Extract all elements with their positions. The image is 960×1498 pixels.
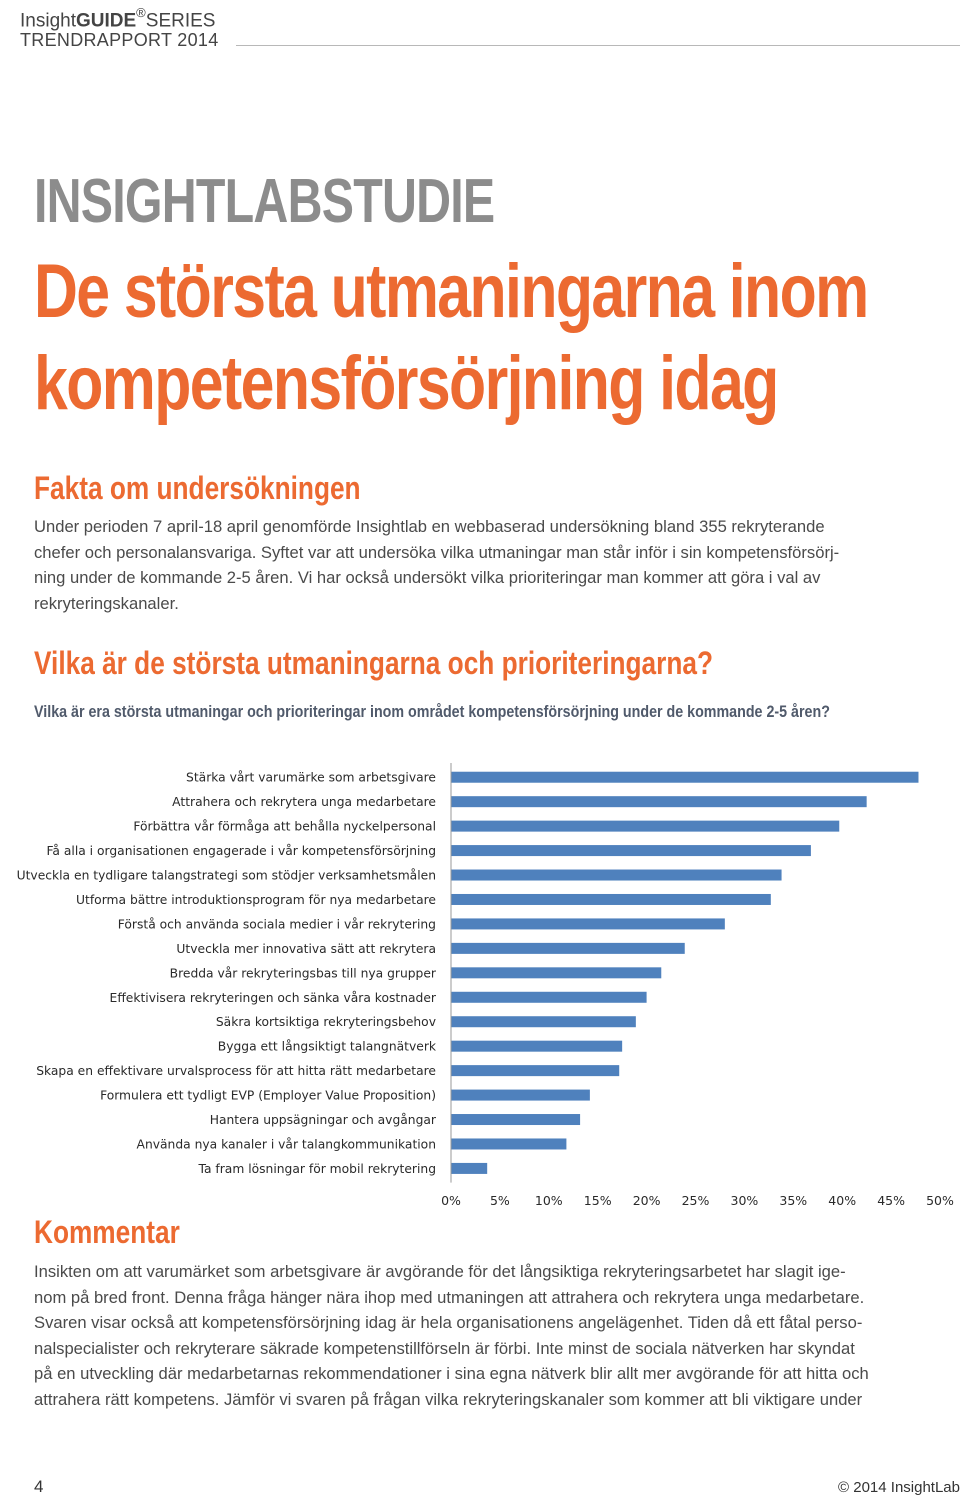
comment-line: Insikten om att varumärket som arbetsgiv… — [34, 1262, 846, 1281]
category-label: Använda nya kanaler i vår talangkommunik… — [137, 1137, 436, 1151]
category-label: Bygga ett långsiktigt talangnätverk — [218, 1040, 437, 1054]
brand-logo: InsightGUIDE®SERIES — [20, 4, 215, 32]
x-tick-label: 50% — [926, 1193, 954, 1208]
bar — [451, 1114, 581, 1126]
bar — [451, 869, 782, 881]
bar — [451, 918, 725, 930]
category-label: Stärka vårt varumärke som arbetsgivare — [186, 771, 436, 785]
facts-heading: Fakta om undersökningen — [34, 470, 361, 506]
report-subtitle: TRENDRAPPORT 2014 — [20, 30, 219, 50]
facts-line: Under perioden 7 april-18 april genomför… — [34, 517, 825, 536]
brand-series: SERIES — [145, 10, 216, 32]
category-label: Säkra kortsiktiga rekryteringsbehov — [216, 1015, 436, 1029]
x-tick-label: 0% — [441, 1193, 461, 1208]
comment-heading: Kommentar — [34, 1214, 180, 1250]
bar — [451, 991, 647, 1003]
x-tick-label: 5% — [490, 1193, 510, 1208]
category-labels-group: Stärka vårt varumärke som arbetsgivare At… — [17, 771, 437, 1176]
page-number: 4 — [34, 1477, 44, 1496]
comment-line: nom på bred front. Denna fråga hänger nä… — [34, 1287, 865, 1307]
survey-question: Vilka är era största utmaningar och prio… — [34, 702, 830, 721]
x-tick-label: 35% — [779, 1193, 807, 1208]
bar — [451, 1089, 590, 1101]
bar — [451, 893, 771, 905]
bar — [451, 967, 662, 979]
bar — [451, 820, 840, 832]
bars-group — [450, 763, 919, 1183]
category-label: Förbättra vår förmåga att behålla nyckel… — [133, 820, 436, 834]
x-tick-label: 20% — [633, 1193, 661, 1208]
bar — [451, 771, 919, 783]
facts-line: ning under de kommande 2-5 åren. Vi har … — [34, 568, 821, 588]
x-tick-label: 25% — [682, 1193, 710, 1208]
bar — [451, 942, 685, 954]
section-heading: Vilka är de största utmaningarna och pri… — [34, 645, 714, 681]
brand-registered-mark: ® — [136, 5, 146, 20]
challenges-bar-chart: Stärka vårt varumärke som arbetsgivare At… — [17, 763, 954, 1208]
x-tick-label: 45% — [877, 1193, 905, 1208]
bar — [451, 1065, 620, 1077]
category-label: Formulera ett tydligt EVP (Employer Valu… — [100, 1089, 436, 1103]
category-label: Utveckla mer innovativa sätt att rekryte… — [176, 942, 436, 956]
brand-insight: Insight — [20, 10, 76, 32]
copyright: © 2014 InsightLab — [838, 1479, 960, 1496]
bar — [451, 845, 811, 857]
facts-line: chefer och personalansvariga. Syftet var… — [34, 542, 840, 562]
comment-line: Svaren visar också att kompetensförsörjn… — [34, 1313, 863, 1333]
comment-paragraph: Insikten om att varumärket som arbetsgiv… — [34, 1259, 934, 1413]
category-label: Få alla i organisationen engagerade i vå… — [46, 844, 436, 858]
category-label: Ta fram lösningar för mobil rekrytering — [197, 1162, 436, 1176]
category-label: Utveckla en tydligare talangstrategi som… — [17, 869, 436, 883]
category-label: Hantera uppsägningar och avgångar — [210, 1113, 437, 1127]
brand-guide: GUIDE — [75, 10, 137, 32]
bar — [451, 796, 867, 808]
category-label: Skapa en effektivare urvalsprocess för a… — [36, 1064, 436, 1078]
category-label: Förstå och använda sociala medier i vår … — [118, 917, 436, 931]
comment-line: attrahera rätt kompetens. Jämför vi svar… — [34, 1389, 863, 1409]
x-tick-label: 30% — [731, 1193, 759, 1208]
page-title: De största utmaningarna inom kompetensfö… — [34, 246, 869, 430]
tick-labels-group: 0% 5% 10% 15% 20% 25% 30% 35% 40% 45% 50% — [441, 1193, 954, 1208]
bar — [451, 1162, 488, 1174]
facts-line: rekryteringskanaler. — [34, 593, 179, 613]
bar — [451, 1016, 636, 1028]
x-tick-label: 15% — [584, 1193, 612, 1208]
comment-line: på en utveckling där medarbetarnas rekom… — [34, 1364, 869, 1384]
bar — [451, 1040, 623, 1052]
category-label: Bredda vår rekryteringsbas till nya grup… — [170, 966, 437, 980]
x-tick-label: 10% — [535, 1193, 563, 1208]
category-label: Effektivisera rekryteringen och sänka vå… — [110, 991, 437, 1005]
page-title-line-1: De största utmaningarna inom — [34, 249, 869, 334]
bar — [451, 1138, 567, 1150]
header-divider — [236, 45, 960, 46]
category-label: Utforma bättre introduktionsprogram för … — [76, 893, 436, 907]
comment-line: nalspecialister och rekryterare säkrade … — [34, 1338, 855, 1358]
facts-paragraph: Under perioden 7 april-18 april genomför… — [34, 514, 934, 616]
category-label: Attrahera och rekrytera unga medarbetare — [172, 795, 436, 809]
study-kicker: INSIGHTLABSTUDIE — [34, 167, 495, 236]
page-title-line-2: kompetensförsörjning idag — [34, 341, 779, 426]
x-tick-label: 40% — [828, 1193, 856, 1208]
